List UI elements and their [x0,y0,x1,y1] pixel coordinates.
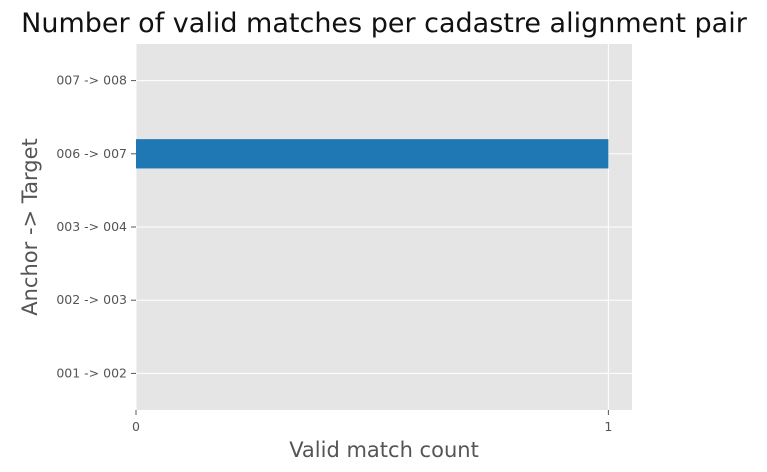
x-tick-label: 1 [604,419,612,434]
y-tick-label: 002 -> 003 [56,292,127,307]
x-axis-label: Valid match count [289,438,479,462]
y-tick-label: 001 -> 002 [56,365,127,380]
y-tick-label: 006 -> 007 [56,146,127,161]
bar [136,139,609,169]
x-tick-label: 0 [132,419,140,434]
y-tick-label: 007 -> 008 [56,73,127,88]
bars [136,139,609,169]
y-axis-label: Anchor -> Target [18,138,42,316]
chart-title: Number of valid matches per cadastre ali… [21,8,748,39]
y-tick-label: 003 -> 004 [56,219,127,234]
y-axis-ticks: 001 -> 002 002 -> 003 003 -> 004 006 -> 007… [56,73,136,380]
